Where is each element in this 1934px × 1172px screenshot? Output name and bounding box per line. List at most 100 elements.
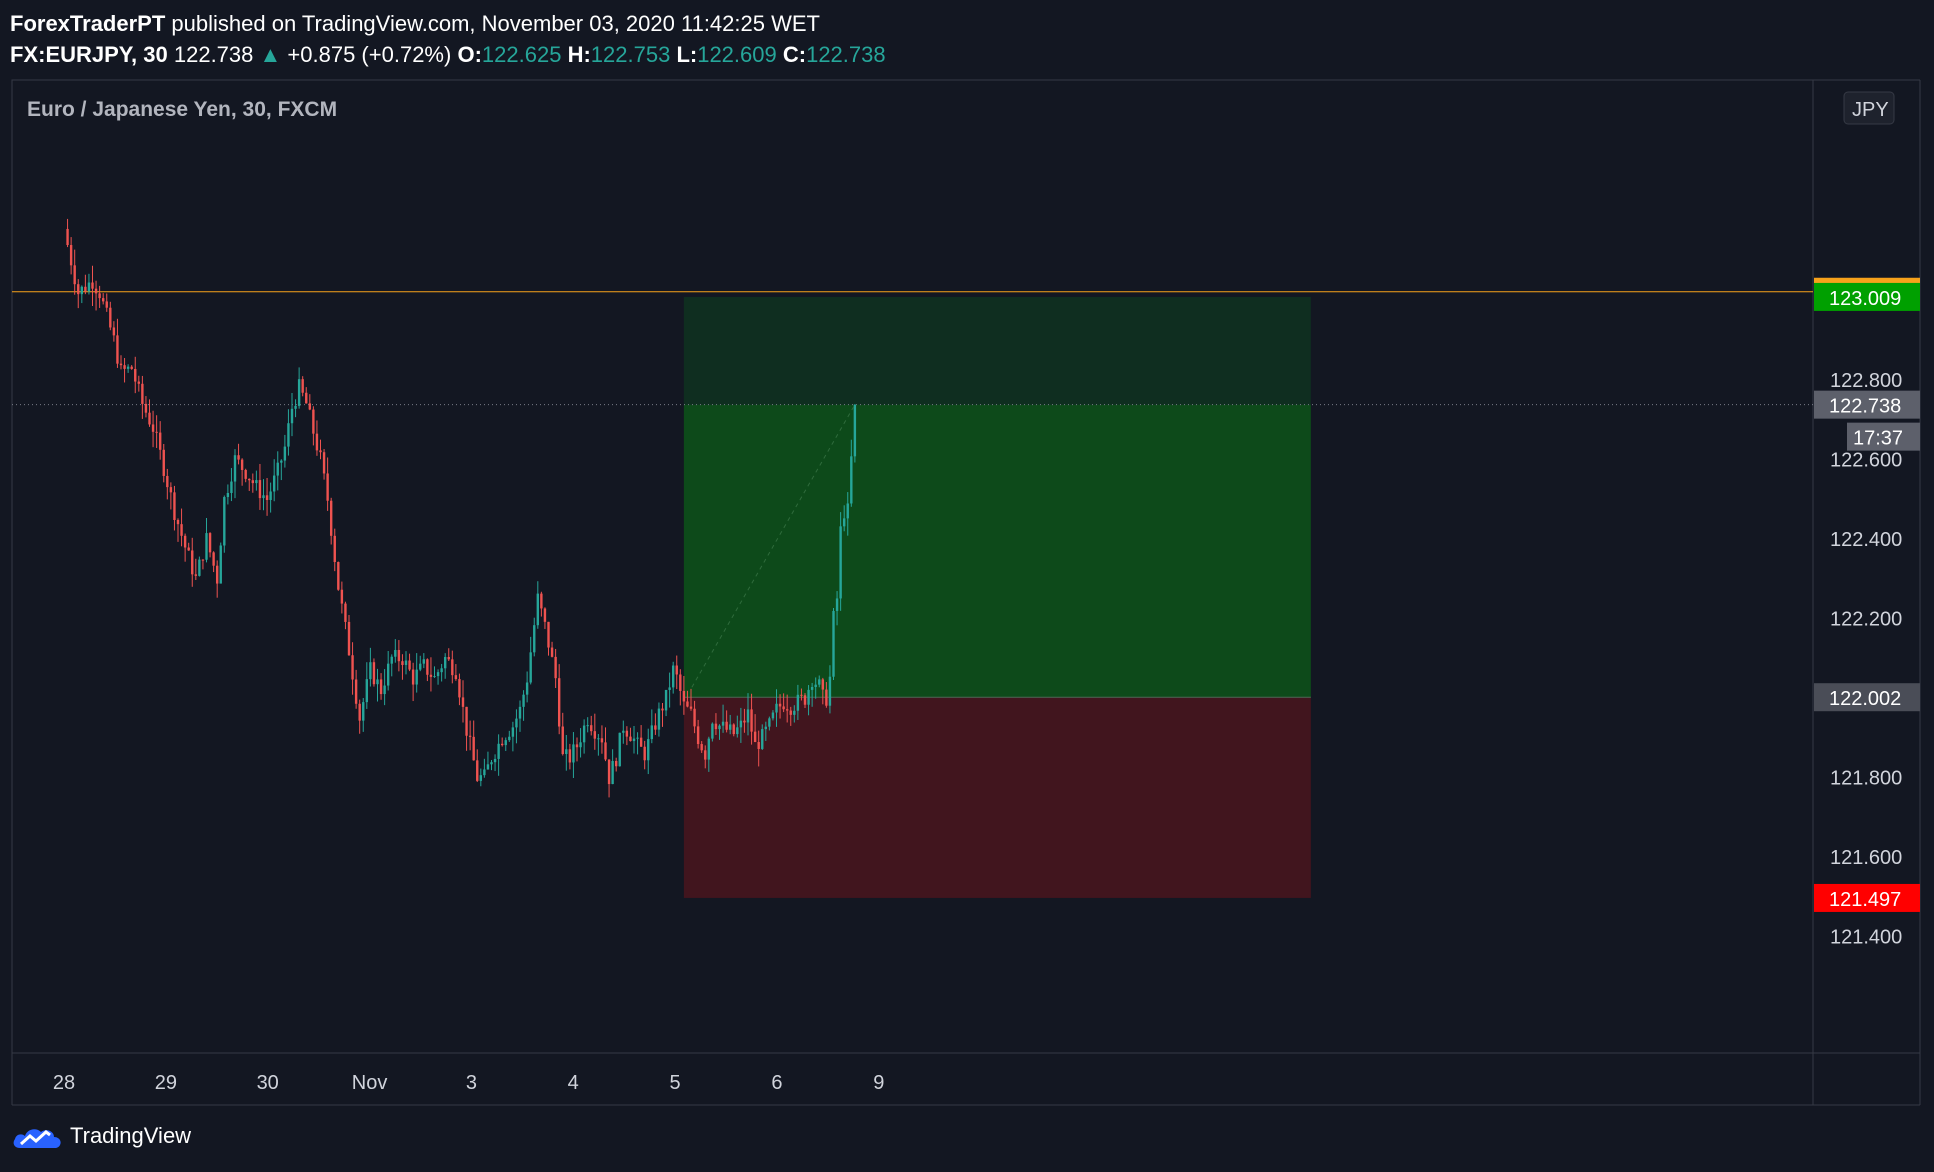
candle xyxy=(166,468,169,500)
candle-body xyxy=(511,727,515,737)
candle-body xyxy=(782,706,785,710)
candle-body xyxy=(408,660,411,670)
candle xyxy=(493,754,497,772)
candle-body xyxy=(536,593,540,626)
candle-body xyxy=(233,455,237,482)
candle xyxy=(832,607,835,681)
candle-body xyxy=(101,298,105,302)
candle-body xyxy=(768,718,771,727)
candle xyxy=(746,693,750,736)
candle xyxy=(84,274,87,295)
candle-body xyxy=(700,744,703,751)
candle xyxy=(312,406,315,446)
candle-body xyxy=(429,674,433,677)
target-zone-reached xyxy=(683,404,1311,698)
candle xyxy=(230,468,233,502)
candle xyxy=(183,533,187,562)
candle xyxy=(689,688,693,711)
candle-body xyxy=(728,724,732,730)
candle-body xyxy=(155,431,158,433)
candle xyxy=(80,285,84,304)
candle-body xyxy=(785,709,789,711)
candle xyxy=(821,677,825,705)
candle-body xyxy=(255,480,258,484)
candle xyxy=(711,722,714,742)
candle xyxy=(134,356,137,394)
candle xyxy=(675,655,678,690)
candle xyxy=(533,617,536,657)
candle-body xyxy=(632,738,636,742)
candle xyxy=(123,357,126,383)
candle-body xyxy=(757,742,760,749)
close-value: 122.738 xyxy=(806,42,886,67)
candle-body xyxy=(66,228,69,246)
candle-body xyxy=(543,608,547,622)
candle-body xyxy=(198,559,201,576)
currency-badge: JPY xyxy=(1843,91,1895,125)
price-tick-label: 122.600 xyxy=(1830,450,1902,472)
candle-body xyxy=(743,720,746,723)
candle xyxy=(497,734,500,776)
candle xyxy=(714,713,718,735)
candle xyxy=(579,728,582,758)
candle-body xyxy=(479,775,483,781)
candle xyxy=(329,497,333,545)
candle-body xyxy=(354,679,358,704)
candle xyxy=(272,459,276,502)
candle xyxy=(158,421,162,460)
candle-body xyxy=(251,480,255,484)
candle xyxy=(390,654,393,677)
candle xyxy=(447,648,450,662)
candle xyxy=(191,537,194,587)
candle-body xyxy=(436,672,440,677)
candle-body xyxy=(365,679,369,703)
candle xyxy=(771,710,775,721)
author-name[interactable]: ForexTraderPT xyxy=(10,11,166,36)
candle xyxy=(522,690,525,721)
candle xyxy=(704,745,707,769)
candle xyxy=(91,265,94,307)
candle xyxy=(739,707,743,743)
candle-body xyxy=(301,379,304,393)
candle xyxy=(354,669,358,709)
candle xyxy=(347,614,351,656)
candle xyxy=(411,662,415,702)
candle-body xyxy=(853,404,857,457)
symbol-label[interactable]: FX:EURJPY, 30 xyxy=(10,42,168,67)
price-tick-label: 121.400 xyxy=(1830,927,1902,949)
candle xyxy=(518,700,522,732)
candle xyxy=(547,621,550,656)
candle xyxy=(750,693,753,745)
candle xyxy=(294,399,297,418)
candle xyxy=(130,365,133,370)
entry-price-label-bg xyxy=(1814,683,1920,712)
candle-body xyxy=(283,446,287,461)
currency-badge-text: JPY xyxy=(1852,99,1889,121)
candle-body xyxy=(540,593,543,609)
candle xyxy=(176,518,180,542)
candle-body xyxy=(262,495,265,499)
candle-body xyxy=(568,749,572,763)
candle xyxy=(468,720,472,751)
candle xyxy=(94,280,98,311)
candle xyxy=(476,749,479,783)
candle xyxy=(362,698,365,732)
candle xyxy=(77,279,80,309)
candle xyxy=(198,556,201,577)
candle xyxy=(568,743,572,770)
candle-body xyxy=(422,659,426,664)
candle xyxy=(515,709,518,744)
candle-body xyxy=(91,282,94,289)
candle-body xyxy=(258,480,262,499)
candle-body xyxy=(793,710,796,715)
candle xyxy=(807,685,810,716)
candle-body xyxy=(390,656,393,664)
candle xyxy=(440,663,443,682)
candle xyxy=(219,542,222,584)
candle-body xyxy=(732,724,735,735)
candle-body xyxy=(308,403,312,410)
tradingview-logo[interactable]: TradingView xyxy=(12,1122,191,1150)
candle xyxy=(66,218,69,248)
candle-body xyxy=(351,655,354,680)
